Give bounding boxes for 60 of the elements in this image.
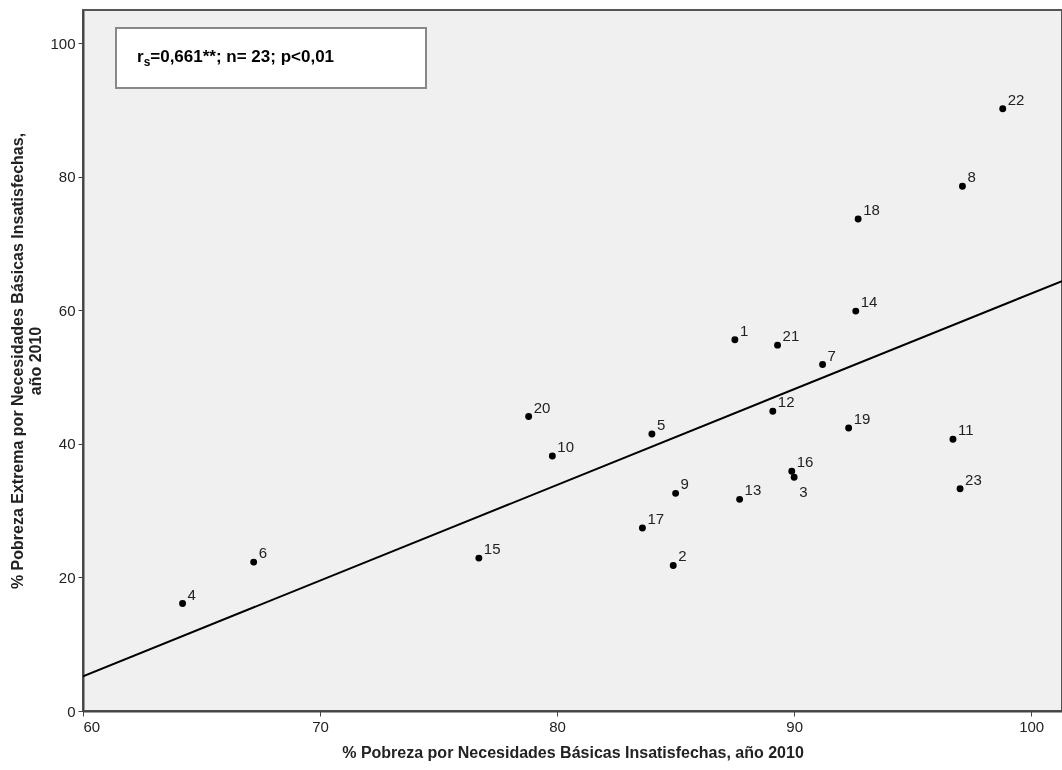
annotation: 18 [863, 200, 880, 218]
y-tick-label: 60 [58, 301, 76, 319]
annotation: 8 [967, 168, 976, 186]
annotation: 1 [739, 321, 749, 339]
point [672, 489, 680, 497]
x-tick-label: 80 [549, 717, 566, 735]
annotation: 2 [678, 547, 687, 565]
y-tick-label: 0 [67, 702, 76, 720]
point [999, 105, 1007, 113]
point [525, 413, 533, 421]
point [949, 435, 957, 443]
annotation: 6 [258, 544, 268, 562]
y-tick-label: 80 [58, 168, 76, 186]
annotation: 17 [647, 510, 665, 528]
x-tick-label: 60 [83, 717, 101, 735]
point [250, 558, 258, 566]
annotation: 21 [782, 327, 800, 345]
x-tick-label: 100 [1019, 717, 1045, 735]
point [769, 407, 777, 415]
annotation: 23 [965, 470, 982, 488]
annotation: 14 [860, 293, 878, 311]
annotation: 15 [483, 540, 501, 558]
point [736, 495, 744, 503]
y-axis-title: % Pobreza Extrema por Necesidades Básicas Insatisfechas, año 2010 [9, 132, 45, 590]
annotation: 22 [1007, 90, 1025, 108]
y-tick-label: 40 [58, 435, 76, 453]
point [819, 361, 827, 368]
annotation: 13 [744, 481, 762, 499]
x-tick-label: 70 [312, 717, 329, 735]
y-tick-label: 20 [58, 568, 76, 586]
point [958, 182, 966, 190]
point [852, 307, 860, 315]
point [638, 524, 646, 532]
point [669, 562, 677, 569]
point [548, 452, 556, 460]
annotation: 5 [656, 415, 666, 433]
annotation: 12 [777, 393, 795, 411]
annotation: 11 [957, 421, 974, 439]
annotation: 7 [827, 346, 836, 364]
point [774, 341, 782, 349]
x-axis-title: % Pobreza por Necesidades Básicas Insatisfechas, año 2010 [342, 743, 804, 761]
point [790, 473, 798, 481]
annotation: 20 [533, 398, 551, 416]
point [179, 600, 187, 607]
y-tick-label: 100 [50, 34, 76, 52]
annotation: 10 [557, 437, 575, 455]
point [956, 485, 964, 493]
annotation: 9 [680, 475, 689, 493]
point [788, 467, 796, 475]
annotation: 16 [796, 453, 814, 471]
annotation: 3 [799, 483, 808, 501]
point [648, 430, 656, 438]
point [731, 336, 739, 344]
point [845, 424, 853, 432]
annotation: 19 [853, 409, 871, 427]
x-tick-label: 90 [786, 717, 803, 735]
note-box: r$_{s}$=0,661**; n= 23; p<0,01 [115, 27, 427, 90]
point [475, 554, 483, 562]
annotation: 4 [187, 585, 196, 603]
point [854, 215, 862, 223]
